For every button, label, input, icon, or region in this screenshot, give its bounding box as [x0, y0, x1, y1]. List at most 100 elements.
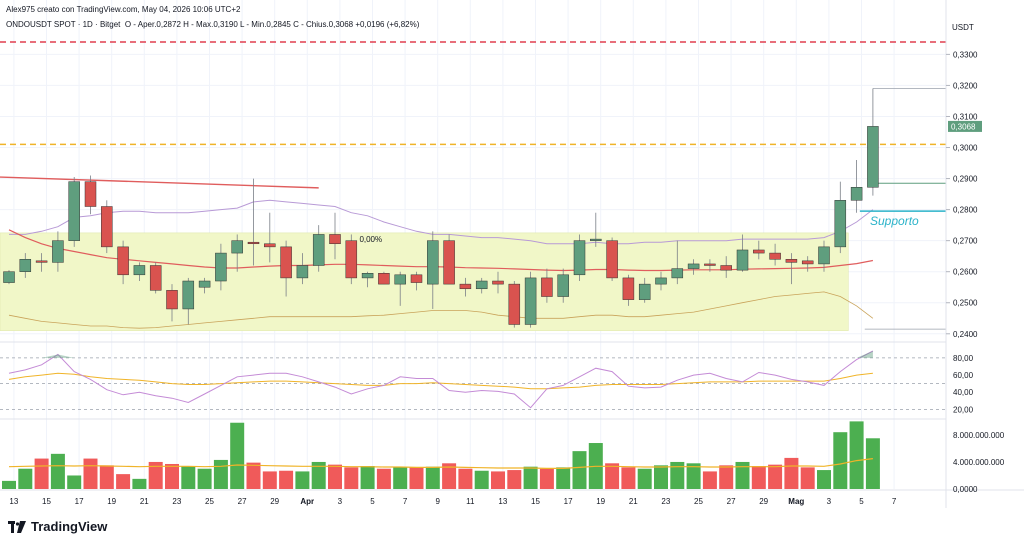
time-axis[interactable]: 13 15 17 19 21 23 25 27 29 Apr 3 5 7 9 11 13 15 17 19 21 23 2…	[9, 497, 896, 506]
tradingview-logo-icon	[8, 520, 26, 533]
rsi-overbought-fill	[41, 354, 75, 358]
candle	[410, 271, 423, 291]
price-tick: 0,2900	[953, 175, 978, 184]
date-tick: 11	[466, 497, 475, 506]
candle	[622, 274, 635, 306]
candle	[492, 271, 504, 294]
candle	[329, 212, 341, 260]
candle	[850, 159, 863, 213]
volume-bar	[311, 461, 326, 489]
candle	[182, 277, 195, 325]
candle	[166, 284, 178, 322]
volume-bar	[670, 461, 685, 489]
volume-bar	[702, 471, 717, 489]
date-tick: 7	[892, 497, 897, 506]
horizontal-levels	[0, 41, 946, 330]
volume-bar	[800, 467, 815, 489]
volume-bar	[197, 468, 212, 489]
price-tick: 0,3300	[953, 50, 978, 59]
candle	[704, 259, 716, 272]
date-tick: 15	[42, 497, 51, 506]
volume-bar	[18, 468, 33, 489]
volume-bar	[393, 467, 408, 489]
volume-bar	[605, 463, 620, 489]
candle	[753, 240, 765, 260]
volume-bar	[262, 471, 277, 489]
date-tick: 25	[694, 497, 703, 506]
candle	[541, 268, 553, 303]
candle	[296, 253, 309, 285]
price-tick: 0,3100	[953, 112, 978, 121]
volume-bar	[165, 463, 179, 489]
volume-bar	[507, 470, 522, 489]
rsi-tick: 20,00	[953, 405, 974, 414]
volume-bar	[181, 466, 196, 489]
price-tick: 0,2700	[953, 237, 978, 246]
volume-bar	[409, 467, 424, 489]
volume-bar	[279, 470, 294, 489]
volume-bar	[67, 475, 82, 489]
date-tick: 17	[564, 497, 573, 506]
consolidation-box	[0, 232, 849, 331]
candle	[312, 225, 325, 272]
volume-bar	[719, 465, 734, 489]
candle	[3, 270, 15, 285]
date-tick: 3	[338, 497, 343, 506]
volume-bar	[442, 463, 457, 489]
date-tick: Apr	[300, 497, 314, 506]
support-label: Supporto	[870, 214, 919, 228]
candle	[247, 178, 260, 266]
date-tick: 23	[172, 497, 181, 506]
volume-bar	[295, 471, 310, 489]
volume-bar	[132, 478, 147, 489]
volume-ma-line	[8, 458, 873, 469]
volume-tick: 4.000.000.000	[953, 458, 1005, 467]
symbol-info[interactable]: ONDOUSDT SPOT · 1D · Bitget	[6, 20, 121, 29]
volume-bar	[686, 463, 701, 489]
date-tick: 5	[859, 497, 864, 506]
date-tick: 19	[107, 497, 116, 506]
date-tick: 21	[140, 497, 149, 506]
candle	[84, 175, 97, 215]
volume-bar	[474, 470, 489, 489]
candle	[524, 271, 537, 328]
rsi-line	[8, 350, 874, 409]
candle	[818, 240, 830, 272]
volume-bar	[360, 466, 375, 489]
candle	[68, 177, 80, 247]
date-tick: 17	[75, 497, 84, 506]
tradingview-logo[interactable]: TradingView	[8, 519, 107, 534]
candle	[720, 256, 732, 278]
volume-axis: 8.000.000.000 4.000.000.000 0,0000	[953, 431, 1005, 494]
candle	[785, 253, 798, 285]
candle	[264, 212, 276, 263]
volume-bar	[784, 457, 799, 489]
date-tick: 13	[498, 497, 507, 506]
envelope-bands	[8, 199, 874, 329]
candle	[361, 271, 374, 288]
candle	[280, 240, 292, 297]
candle	[459, 277, 472, 297]
volume-tick: 0,0000	[953, 485, 978, 494]
price-tick: 0,2400	[953, 330, 978, 339]
volume-bar	[817, 470, 831, 489]
price-axis[interactable]: 0,3300 0,3200 0,3100 0,3000 0,2900 0,2800 0,27…	[946, 50, 978, 339]
ohlc-values: O - Aper.0,2872 H - Max.0,3190 L - Min.0…	[124, 20, 420, 29]
rsi-tick: 40,00	[953, 388, 974, 397]
candle	[769, 243, 781, 266]
volume-bar	[751, 466, 766, 489]
volume-bar	[2, 480, 16, 489]
date-tick: 27	[727, 497, 736, 506]
candle	[117, 240, 129, 285]
candle	[573, 234, 586, 282]
volume-bar	[425, 466, 440, 489]
candle	[655, 271, 667, 291]
volume-bar	[246, 462, 261, 489]
date-tick: 23	[661, 497, 670, 506]
volume-bar	[230, 422, 245, 489]
upper-band	[9, 199, 874, 245]
rsi-ma-line	[8, 372, 873, 390]
candle	[19, 253, 32, 278]
date-tick: 27	[238, 497, 247, 506]
